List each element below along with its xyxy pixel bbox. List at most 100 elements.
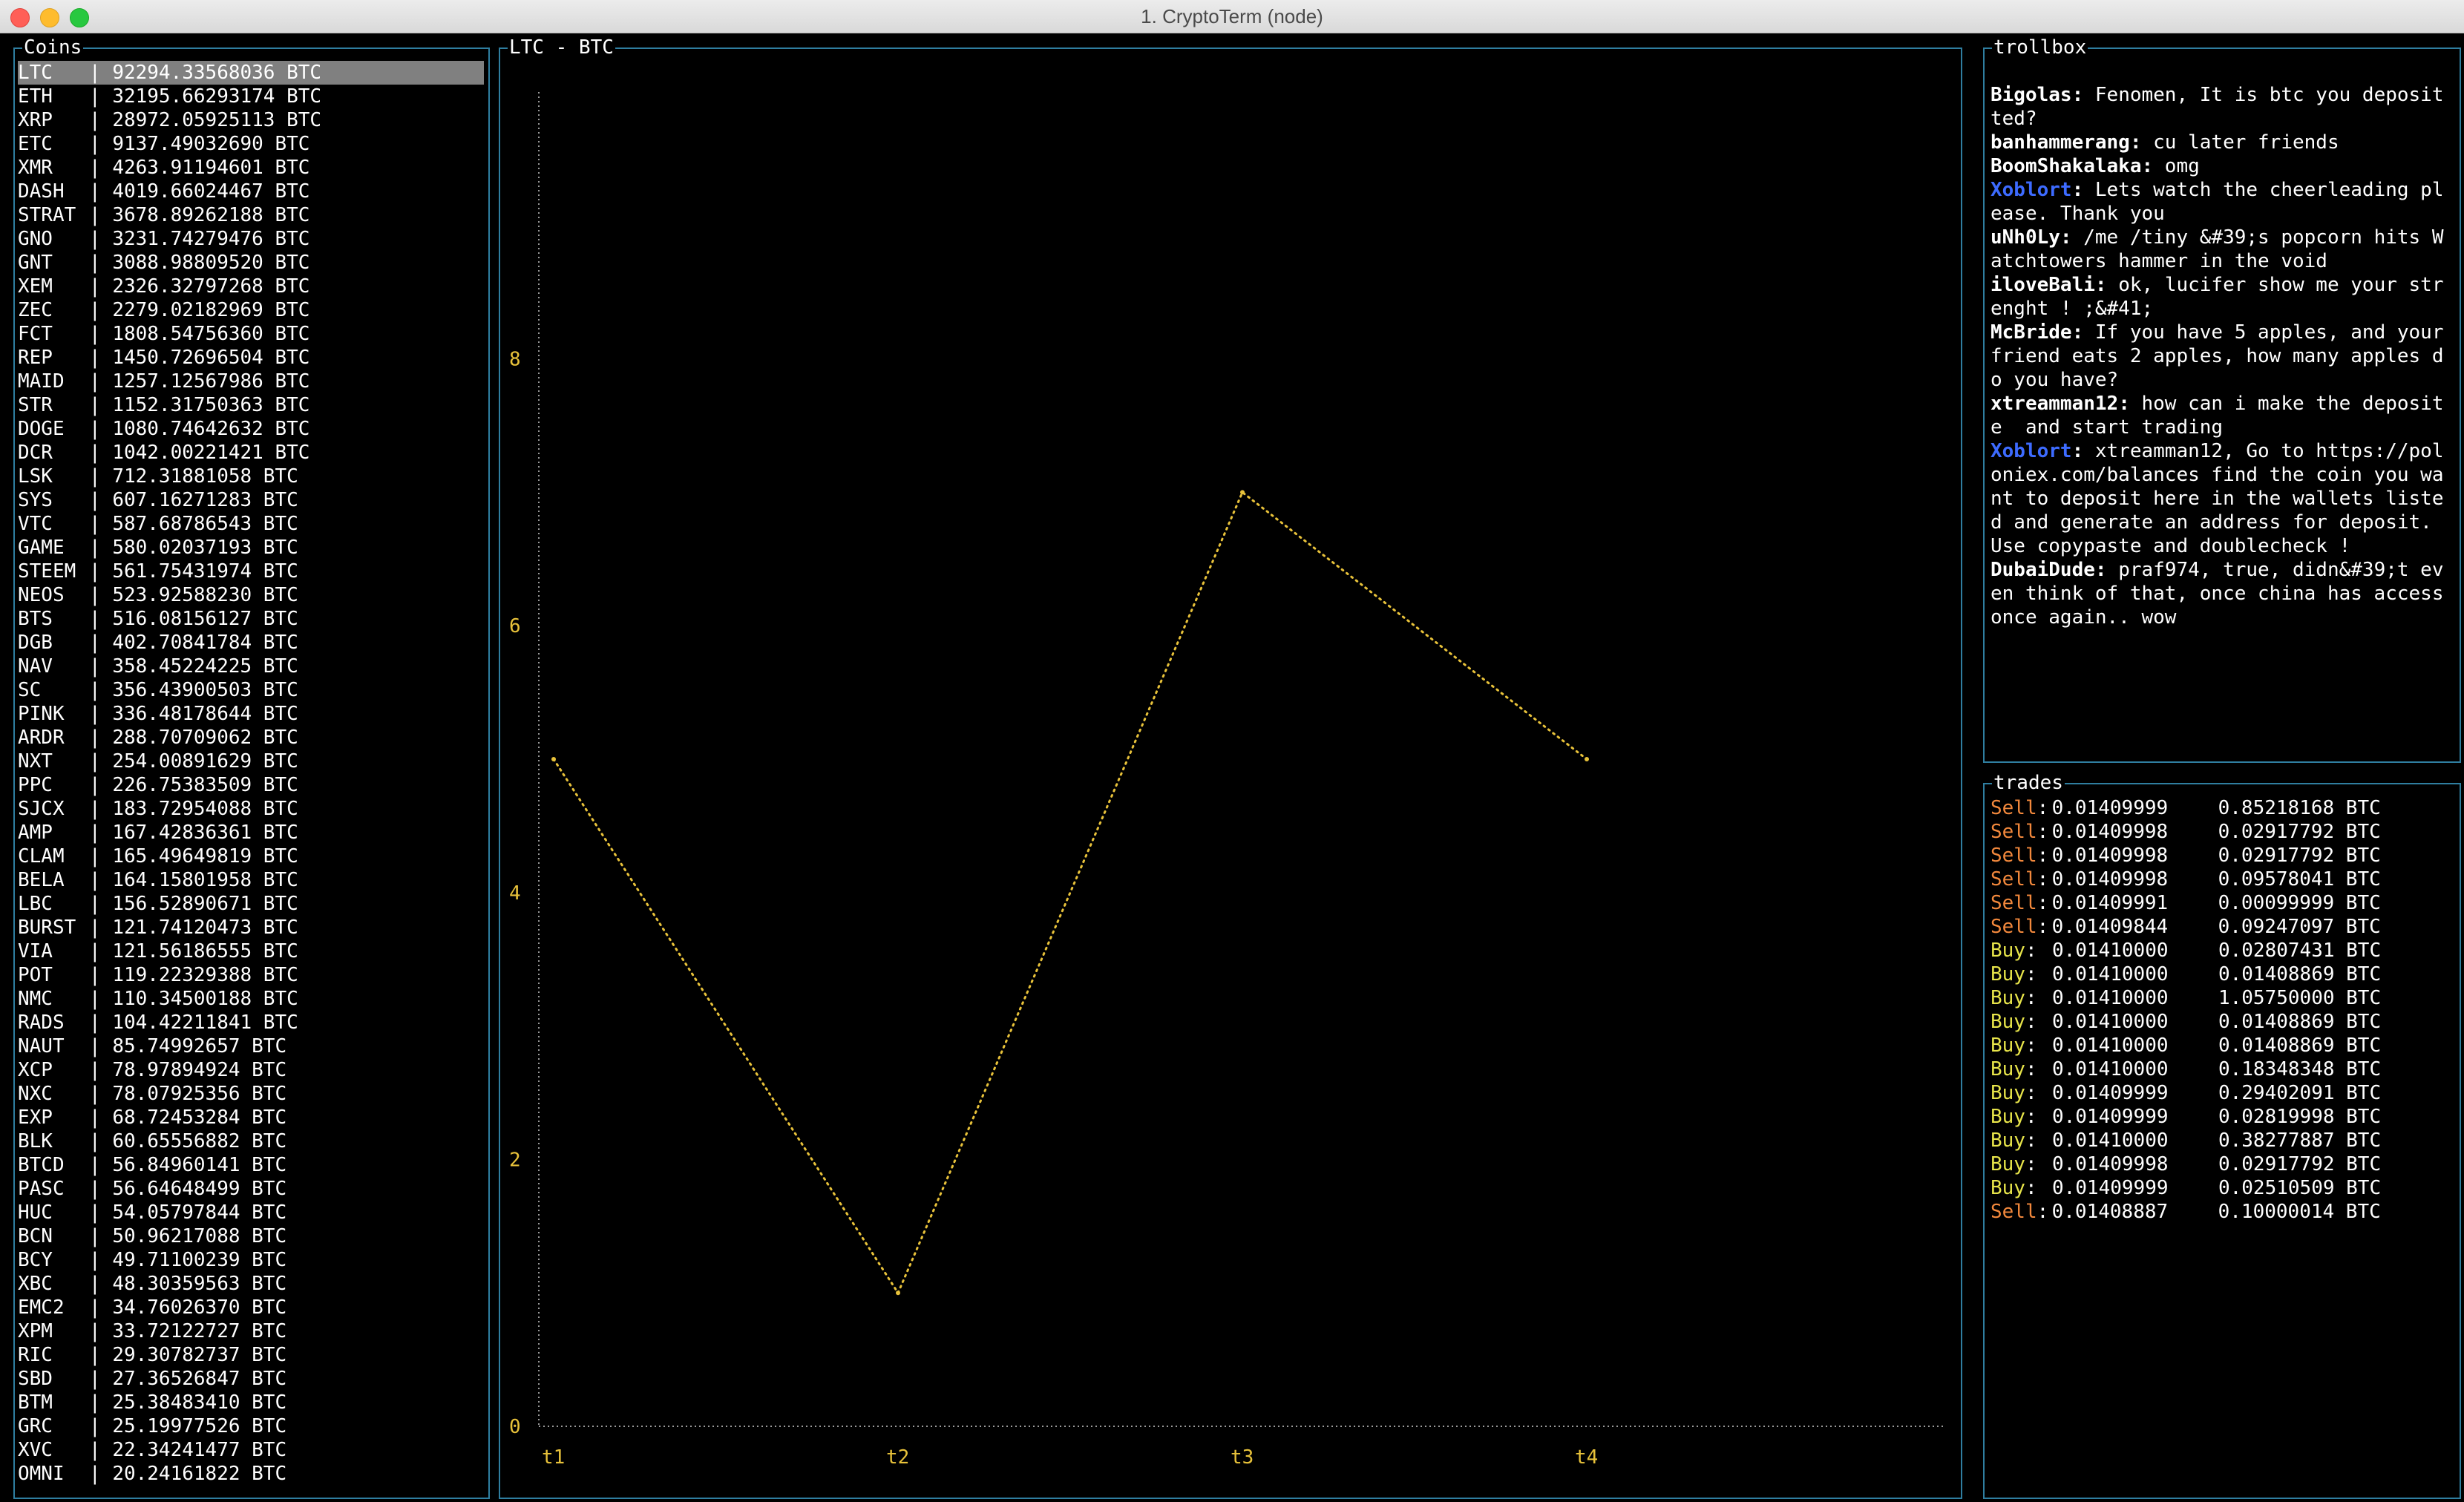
message-nick[interactable]: Bigolas [1990, 84, 2072, 106]
coin-row-zec[interactable]: ZEC | 2279.02182969 BTC [18, 298, 484, 322]
coin-row-bela[interactable]: BELA | 164.15801958 BTC [18, 868, 484, 892]
close-window-button[interactable] [10, 8, 30, 27]
coin-row-gnt[interactable]: GNT | 3088.98809520 BTC [18, 251, 484, 275]
coin-row-via[interactable]: VIA | 121.56186555 BTC [18, 939, 484, 963]
coin-row-pot[interactable]: POT | 119.22329388 BTC [18, 963, 484, 987]
coin-row-maid[interactable]: MAID | 1257.12567986 BTC [18, 370, 484, 393]
coin-row-burst[interactable]: BURST | 121.74120473 BTC [18, 916, 484, 939]
coin-row-dcr[interactable]: DCR | 1042.00221421 BTC [18, 441, 484, 465]
coin-separator: | [89, 109, 113, 131]
coin-volume: 523.92588230 BTC [112, 584, 298, 606]
coin-row-etc[interactable]: ETC | 9137.49032690 BTC [18, 132, 484, 156]
coin-volume: 1450.72696504 BTC [112, 347, 310, 369]
coin-row-ardr[interactable]: ARDR | 288.70709062 BTC [18, 726, 484, 750]
coin-row-ltc[interactable]: LTC | 92294.33568036 BTC [18, 61, 484, 85]
coin-row-xpm[interactable]: XPM | 33.72122727 BTC [18, 1319, 484, 1343]
coins-panel[interactable]: Coins LTC | 92294.33568036 BTC ETH | 32195.… [13, 36, 490, 1499]
coin-row-sjcx[interactable]: SJCX | 183.72954088 BTC [18, 797, 484, 821]
message-nick[interactable]: xtreamman12 [1990, 393, 2119, 415]
coin-volume: 54.05797844 BTC [112, 1201, 287, 1224]
coin-symbol: XCP [18, 1059, 53, 1081]
coin-row-xvc[interactable]: XVC | 22.34241477 BTC [18, 1438, 484, 1462]
coin-row-eth[interactable]: ETH | 32195.66293174 BTC [18, 85, 484, 108]
coin-row-nav[interactable]: NAV | 358.45224225 BTC [18, 655, 484, 678]
coins-list[interactable]: LTC | 92294.33568036 BTC ETH | 32195.662931… [18, 61, 484, 1486]
coin-row-pasc[interactable]: PASC | 56.64648499 BTC [18, 1177, 484, 1201]
coin-row-ric[interactable]: RIC | 29.30782737 BTC [18, 1343, 484, 1367]
coin-row-bcn[interactable]: BCN | 50.96217088 BTC [18, 1224, 484, 1248]
message-nick[interactable]: Xoblort [1990, 440, 2072, 462]
coin-row-fct[interactable]: FCT | 1808.54756360 BTC [18, 322, 484, 346]
coin-row-lsk[interactable]: LSK | 712.31881058 BTC [18, 465, 484, 488]
coin-row-amp[interactable]: AMP | 167.42836361 BTC [18, 821, 484, 845]
coin-row-btcd[interactable]: BTCD | 56.84960141 BTC [18, 1153, 484, 1177]
message-nick[interactable]: BoomShakalaka [1990, 155, 2142, 177]
coin-row-doge[interactable]: DOGE | 1080.74642632 BTC [18, 417, 484, 441]
coin-row-steem[interactable]: STEEM | 561.75431974 BTC [18, 560, 484, 583]
coin-symbol: XMR [18, 157, 53, 179]
minimize-window-button[interactable] [40, 8, 59, 27]
coin-row-ppc[interactable]: PPC | 226.75383509 BTC [18, 773, 484, 797]
nick-colon: : [2071, 321, 2084, 344]
coin-row-huc[interactable]: HUC | 54.05797844 BTC [18, 1201, 484, 1224]
trade-row: Sell: 0.01409998 0.02917792 BTC [1990, 820, 2455, 844]
coin-row-dash[interactable]: DASH | 4019.66024467 BTC [18, 180, 484, 203]
coin-row-sbd[interactable]: SBD | 27.36526847 BTC [18, 1367, 484, 1391]
coin-row-nmc[interactable]: NMC | 110.34500188 BTC [18, 987, 484, 1011]
coin-row-bcy[interactable]: BCY | 49.71100239 BTC [18, 1248, 484, 1272]
coin-row-exp[interactable]: EXP | 68.72453284 BTC [18, 1106, 484, 1129]
message-nick[interactable]: iloveBali [1990, 274, 2095, 296]
coin-row-bts[interactable]: BTS | 516.08156127 BTC [18, 607, 484, 631]
coin-symbol: SC [18, 679, 42, 701]
coin-row-naut[interactable]: NAUT | 85.74992657 BTC [18, 1034, 484, 1058]
coin-row-str[interactable]: STR | 1152.31750363 BTC [18, 393, 484, 417]
trade-amount: 0.09247097 BTC [2218, 916, 2381, 938]
coin-row-game[interactable]: GAME | 580.02037193 BTC [18, 536, 484, 560]
coin-row-blk[interactable]: BLK | 60.65556882 BTC [18, 1129, 484, 1153]
coin-volume: 25.19977526 BTC [112, 1415, 287, 1437]
coin-volume: 48.30359563 BTC [112, 1273, 287, 1295]
message-nick[interactable]: banhammerang [1990, 131, 2130, 154]
coin-separator: | [89, 1035, 113, 1057]
zoom-window-button[interactable] [70, 8, 89, 27]
coin-row-btm[interactable]: BTM | 25.38483410 BTC [18, 1391, 484, 1414]
coin-row-nxt[interactable]: NXT | 254.00891629 BTC [18, 750, 484, 773]
coin-separator: | [89, 584, 113, 606]
coin-row-xrp[interactable]: XRP | 28972.05925113 BTC [18, 108, 484, 132]
coin-row-sys[interactable]: SYS | 607.16271283 BTC [18, 488, 484, 512]
trollbox-panel[interactable]: trollbox Bigolas: Fenomen, It is btc you… [1983, 36, 2461, 763]
coin-volume: 2326.32797268 BTC [112, 275, 310, 298]
coin-symbol: XPM [18, 1320, 53, 1342]
coin-row-strat[interactable]: STRAT | 3678.89262188 BTC [18, 203, 484, 227]
coin-row-vtc[interactable]: VTC | 587.68786543 BTC [18, 512, 484, 536]
coin-row-gno[interactable]: GNO | 3231.74279476 BTC [18, 227, 484, 251]
message-nick[interactable]: McBride [1990, 321, 2072, 344]
coin-row-xcp[interactable]: XCP | 78.97894924 BTC [18, 1058, 484, 1082]
data-point [896, 1291, 900, 1296]
coin-row-pink[interactable]: PINK | 336.48178644 BTC [18, 702, 484, 726]
coin-row-xmr[interactable]: XMR | 4263.91194601 BTC [18, 156, 484, 180]
coin-row-lbc[interactable]: LBC | 156.52890671 BTC [18, 892, 484, 916]
coin-row-xbc[interactable]: XBC | 48.30359563 BTC [18, 1272, 484, 1296]
coin-row-omni[interactable]: OMNI | 20.24161822 BTC [18, 1462, 484, 1486]
coin-row-neos[interactable]: NEOS | 523.92588230 BTC [18, 583, 484, 607]
coin-row-grc[interactable]: GRC | 25.19977526 BTC [18, 1414, 484, 1438]
trade-amount: 0.02807431 BTC [2218, 939, 2382, 962]
message-nick[interactable]: DubaiDude [1990, 559, 2095, 581]
coin-row-rads[interactable]: RADS | 104.42211841 BTC [18, 1011, 484, 1034]
coin-volume: 2279.02182969 BTC [112, 299, 310, 321]
coin-row-dgb[interactable]: DGB | 402.70841784 BTC [18, 631, 484, 655]
coin-row-emc2[interactable]: EMC2 | 34.76026370 BTC [18, 1296, 484, 1319]
coin-separator: | [89, 869, 113, 891]
coin-row-clam[interactable]: CLAM | 165.49649819 BTC [18, 845, 484, 868]
coin-row-sc[interactable]: SC | 356.43900503 BTC [18, 678, 484, 702]
trades-panel[interactable]: trades Sell: 0.01409999 0.85218168 BTC Sell… [1983, 772, 2461, 1499]
coin-symbol: XBC [18, 1273, 53, 1295]
coin-row-xem[interactable]: XEM | 2326.32797268 BTC [18, 275, 484, 298]
coin-volume: 516.08156127 BTC [112, 608, 298, 630]
coin-row-rep[interactable]: REP | 1450.72696504 BTC [18, 346, 484, 370]
coin-row-nxc[interactable]: NXC | 78.07925356 BTC [18, 1082, 484, 1106]
message-nick[interactable]: uNh0Ly [1990, 226, 2060, 249]
trade-price: 0.01409998 [2051, 821, 2169, 843]
message-nick[interactable]: Xoblort [1990, 179, 2072, 201]
